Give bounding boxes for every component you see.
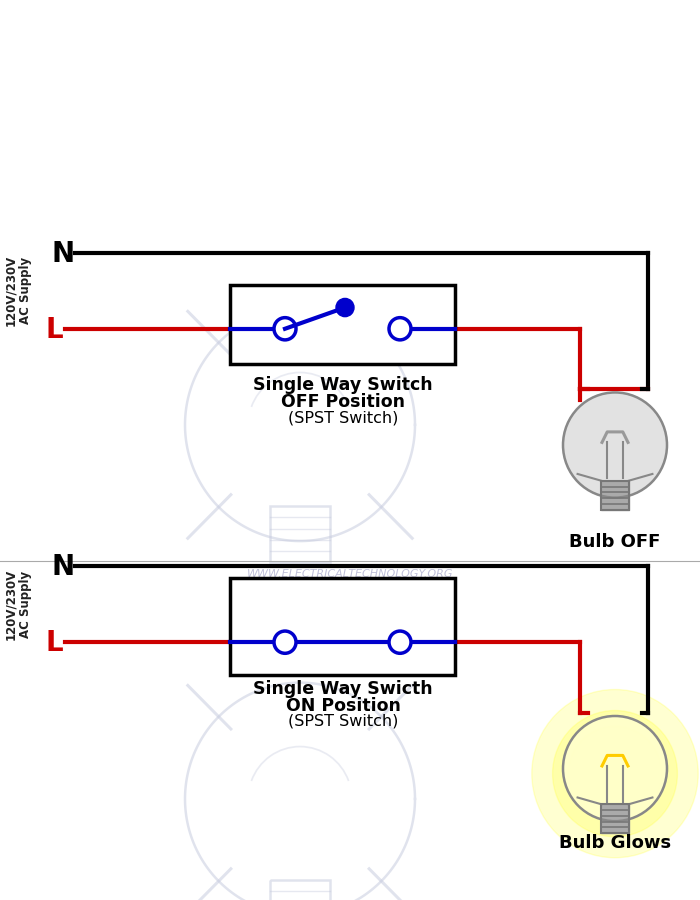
Bar <box>270 506 330 562</box>
Text: 120V/230V
AC Supply: 120V/230V AC Supply <box>4 256 32 327</box>
Circle shape <box>389 318 411 340</box>
Text: SPST Single Way or One-Way Switch?: SPST Single Way or One-Way Switch? <box>44 77 656 105</box>
Text: N: N <box>52 554 75 581</box>
Bar <box>601 805 629 833</box>
Text: How to Control a Light Bulb Using: How to Control a Light Bulb Using <box>71 20 629 48</box>
Bar <box>601 481 629 509</box>
Circle shape <box>552 710 678 837</box>
Text: (SPST Switch): (SPST Switch) <box>288 410 398 426</box>
Text: OFF Position: OFF Position <box>281 393 405 411</box>
Text: 120V/230V
AC Supply: 120V/230V AC Supply <box>4 569 32 640</box>
Text: WWW.ELECTRICALTECHNOLOGY.ORG: WWW.ELECTRICALTECHNOLOGY.ORG <box>246 570 454 580</box>
Text: Single Way Swicth: Single Way Swicth <box>253 680 433 698</box>
Circle shape <box>274 318 296 340</box>
Text: ON Position: ON Position <box>286 697 400 715</box>
Bar <box>230 285 455 364</box>
Text: Bulb OFF: Bulb OFF <box>569 533 661 551</box>
Bar <box>601 481 629 509</box>
Text: (SPST Switch): (SPST Switch) <box>288 714 398 729</box>
Circle shape <box>581 740 649 808</box>
Text: Bulb Glows: Bulb Glows <box>559 834 671 852</box>
Circle shape <box>532 689 698 858</box>
Bar <box>230 579 455 674</box>
Circle shape <box>568 726 662 821</box>
Circle shape <box>274 631 296 653</box>
Circle shape <box>563 716 667 821</box>
Circle shape <box>389 631 411 653</box>
Bar <box>270 880 330 900</box>
Circle shape <box>336 299 354 317</box>
Circle shape <box>563 392 667 498</box>
Bar <box>601 805 629 833</box>
Text: L: L <box>46 316 64 344</box>
Text: Single Way Switch: Single Way Switch <box>253 376 433 394</box>
Text: N: N <box>52 240 75 268</box>
Text: L: L <box>46 629 64 657</box>
